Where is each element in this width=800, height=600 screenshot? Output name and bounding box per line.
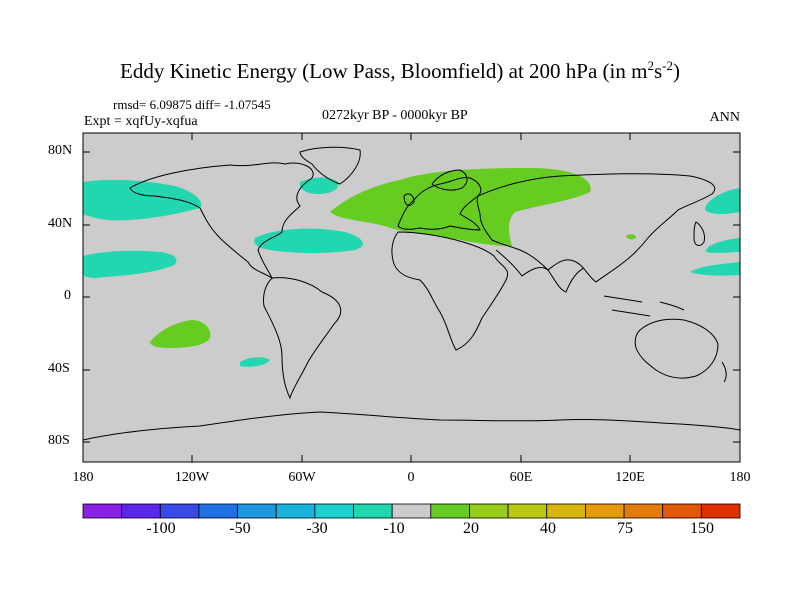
colorbar-label: -30 [306, 520, 328, 537]
colorbar-swatch [623, 503, 664, 519]
region-north-pacific-east [690, 188, 740, 276]
lon-label-180e: 180 [729, 470, 751, 485]
coast-scandinavia [431, 169, 468, 191]
coast-greenland [299, 146, 361, 185]
lat-label-40s: 40S [48, 361, 70, 376]
region-north-atlantic-west [254, 177, 363, 253]
colorbar-swatch [430, 503, 470, 519]
colorbar-label: 40 [540, 520, 556, 537]
colorbar-swatch [469, 503, 509, 519]
coast-africa [391, 231, 508, 351]
coast-asia [476, 173, 716, 283]
colorbar-swatch [275, 503, 316, 519]
lat-label-eq: 0 [64, 288, 71, 303]
region-south-pacific [150, 320, 211, 348]
colorbar-swatch [391, 503, 432, 519]
colorbar-swatch [159, 503, 200, 519]
colorbar-label: -50 [229, 520, 251, 537]
colorbar-label: -100 [146, 520, 176, 537]
lat-label-40n: 40N [48, 216, 73, 231]
rmsd-diff-stats: rmsd= 6.09875 diff= -1.07545 [113, 97, 271, 112]
colorbar-label: 150 [690, 520, 714, 537]
colorbar-swatch [314, 503, 354, 519]
period-label: 0272kyr BP - 0000kyr BP [322, 108, 468, 123]
coast-antarctica [82, 411, 741, 441]
coast-north-america [129, 162, 314, 280]
colorbar-label: 75 [617, 520, 633, 537]
coast-uk [403, 193, 415, 206]
lat-label-80s: 80S [48, 433, 70, 448]
lon-label-60w: 60W [288, 470, 316, 485]
lon-label-120e: 120E [615, 470, 645, 485]
colorbar-swatch [121, 503, 161, 519]
map-frame [82, 132, 741, 463]
colorbar-swatch [546, 503, 586, 519]
region-small-china [626, 234, 636, 240]
region-north-atlantic-eurasia [330, 168, 591, 246]
region-small-pacific [240, 357, 270, 367]
season-label: ANN [709, 110, 740, 125]
colorbar-swatch [585, 503, 625, 519]
lon-label-60e: 60E [509, 470, 533, 485]
colorbar-swatch [662, 503, 702, 519]
experiment-label: Expt = xqfUy-xqfua [84, 114, 198, 129]
lon-label-180w: 180 [72, 470, 94, 485]
colorbar-swatch [700, 503, 741, 519]
coastlines [82, 146, 741, 441]
coast-new-zealand [721, 361, 727, 383]
figure-title: Eddy Kinetic Energy (Low Pass, Bloomfiel… [120, 58, 680, 83]
lat-label-80n: 80N [48, 143, 73, 158]
colorbar-swatch [237, 503, 277, 519]
colorbar-label: 20 [463, 520, 479, 537]
coast-arabia-india [495, 249, 585, 293]
colorbar [82, 503, 741, 519]
colorbar-label: -10 [383, 520, 405, 537]
coast-indonesia [603, 295, 685, 317]
coast-europe [397, 177, 482, 231]
lon-label-120w: 120W [174, 470, 210, 485]
coast-australia [634, 318, 719, 379]
region-north-pacific-west-low [83, 250, 177, 278]
colorbar-swatch [507, 503, 548, 519]
colorbar-swatch [353, 503, 393, 519]
colorbar-swatch [82, 503, 123, 519]
lon-label-0: 0 [407, 470, 415, 485]
region-north-pacific-west [83, 179, 202, 221]
colorbar-swatch [198, 503, 238, 519]
coast-japan [693, 221, 705, 246]
coast-south-america [263, 277, 342, 400]
